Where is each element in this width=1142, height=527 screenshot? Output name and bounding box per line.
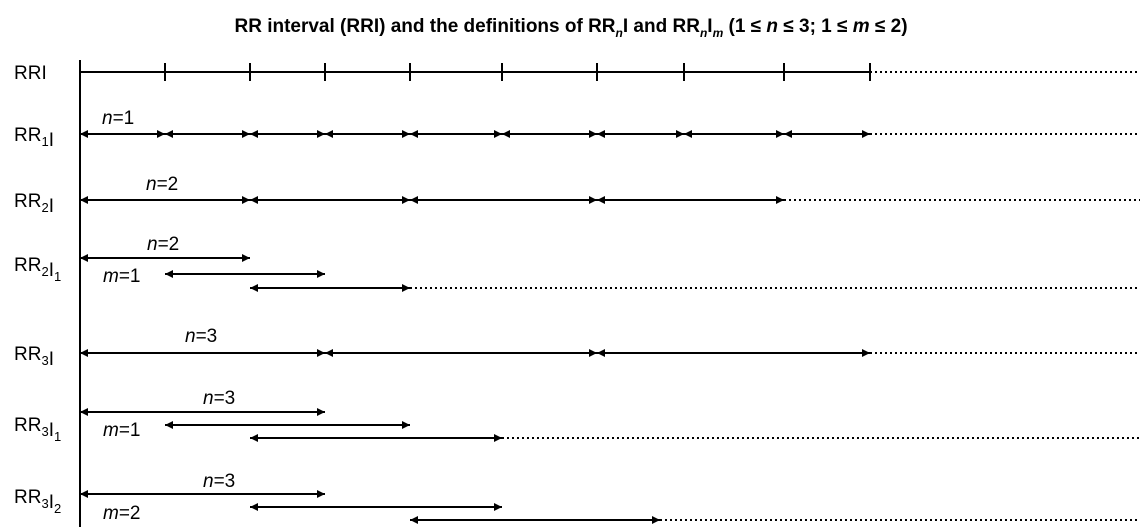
row-label-label-sub1: 3 [41, 496, 48, 511]
title-sub-n-2: n [699, 25, 708, 40]
row-label-label-mid: I [49, 349, 54, 370]
annotation-value: =1 [113, 108, 135, 129]
annotation-value: =1 [119, 420, 141, 441]
annotation-rr1i-n: n=1 [102, 108, 134, 129]
row-label-label-main: RR [14, 255, 41, 276]
annotation-rr3i1-m: m=1 [103, 420, 141, 441]
annotation-rr3i-n: n=3 [185, 326, 217, 347]
annotation-variable: m [103, 420, 119, 441]
row-label-rr1i: RR1I [14, 125, 54, 151]
title-mid: I and RR [622, 16, 700, 37]
annotation-rr2i-n: n=2 [146, 174, 178, 195]
row-label-label-sub1: 2 [41, 264, 48, 279]
annotation-variable: m [103, 266, 119, 287]
row-label-label-mid: I [49, 492, 54, 513]
row-label-label-main: RR [14, 415, 41, 436]
title-var-m: m [852, 16, 870, 37]
row-label-rr3i1: RR3I1 [14, 415, 61, 444]
row-label-label-main: RRI [14, 63, 47, 84]
annotation-value: =3 [214, 388, 236, 409]
title-suffix-open: (1 ≤ [723, 16, 767, 37]
row-label-rri: RRI [14, 63, 47, 84]
title-var-n: n [766, 16, 779, 37]
row-label-rr3i2: RR3I2 [14, 487, 61, 516]
title-sub-m: m [712, 25, 724, 40]
title-sub-n-1: n [615, 25, 623, 40]
diagram-title: RR interval (RRI) and the definitions of… [0, 16, 1142, 40]
row-label-label-sub2: 2 [54, 501, 61, 516]
row-label-label-mid: I [49, 260, 54, 281]
annotation-variable: n [147, 234, 158, 255]
row-label-label-sub1: 3 [41, 424, 48, 439]
annotation-variable: n [102, 108, 113, 129]
row-label-rr2i1: RR2I1 [14, 255, 61, 284]
row-label-label-sub2: 1 [54, 269, 61, 284]
title-mid-2: I [707, 16, 713, 37]
row-label-label-mid: I [49, 130, 54, 151]
title-suffix-close: ≤ 2) [869, 16, 908, 37]
annotation-rr3i2-n: n=3 [203, 471, 235, 492]
row-label-rr2i: RR2I [14, 191, 54, 217]
row-label-label-mid: I [49, 196, 54, 217]
annotation-value: =2 [119, 503, 141, 524]
annotation-value: =3 [214, 471, 236, 492]
row-label-label-sub1: 1 [41, 134, 48, 149]
annotation-value: =1 [119, 266, 141, 287]
annotation-value: =3 [196, 326, 218, 347]
annotation-rr2i1-n: n=2 [147, 234, 179, 255]
row-label-label-sub1: 2 [41, 200, 48, 215]
annotation-variable: n [185, 326, 196, 347]
title-suffix-mid: ≤ 3; 1 ≤ [778, 16, 853, 37]
row-label-label-main: RR [14, 344, 41, 365]
annotation-variable: n [146, 174, 157, 195]
annotation-rr3i1-n: n=3 [203, 388, 235, 409]
annotation-variable: m [103, 503, 119, 524]
annotation-rr3i2-m: m=2 [103, 503, 141, 524]
row-label-label-mid: I [49, 420, 54, 441]
annotation-rr2i1-m: m=1 [103, 266, 141, 287]
row-label-label-sub2: 1 [54, 429, 61, 444]
annotation-value: =2 [157, 174, 179, 195]
row-label-label-main: RR [14, 191, 41, 212]
row-label-label-main: RR [14, 125, 41, 146]
title-prefix: RR interval (RRI) and the definitions of… [234, 16, 616, 37]
row-label-label-main: RR [14, 487, 41, 508]
annotation-variable: n [203, 471, 214, 492]
rows-layer: RRIRR1IRR2IRR2I1RR3IRR3I1RR3I2n=1n=2n=2m… [14, 60, 1140, 527]
annotation-variable: n [203, 388, 214, 409]
annotation-value: =2 [158, 234, 180, 255]
row-label-label-sub1: 3 [41, 353, 48, 368]
row-label-rr3i: RR3I [14, 344, 54, 370]
